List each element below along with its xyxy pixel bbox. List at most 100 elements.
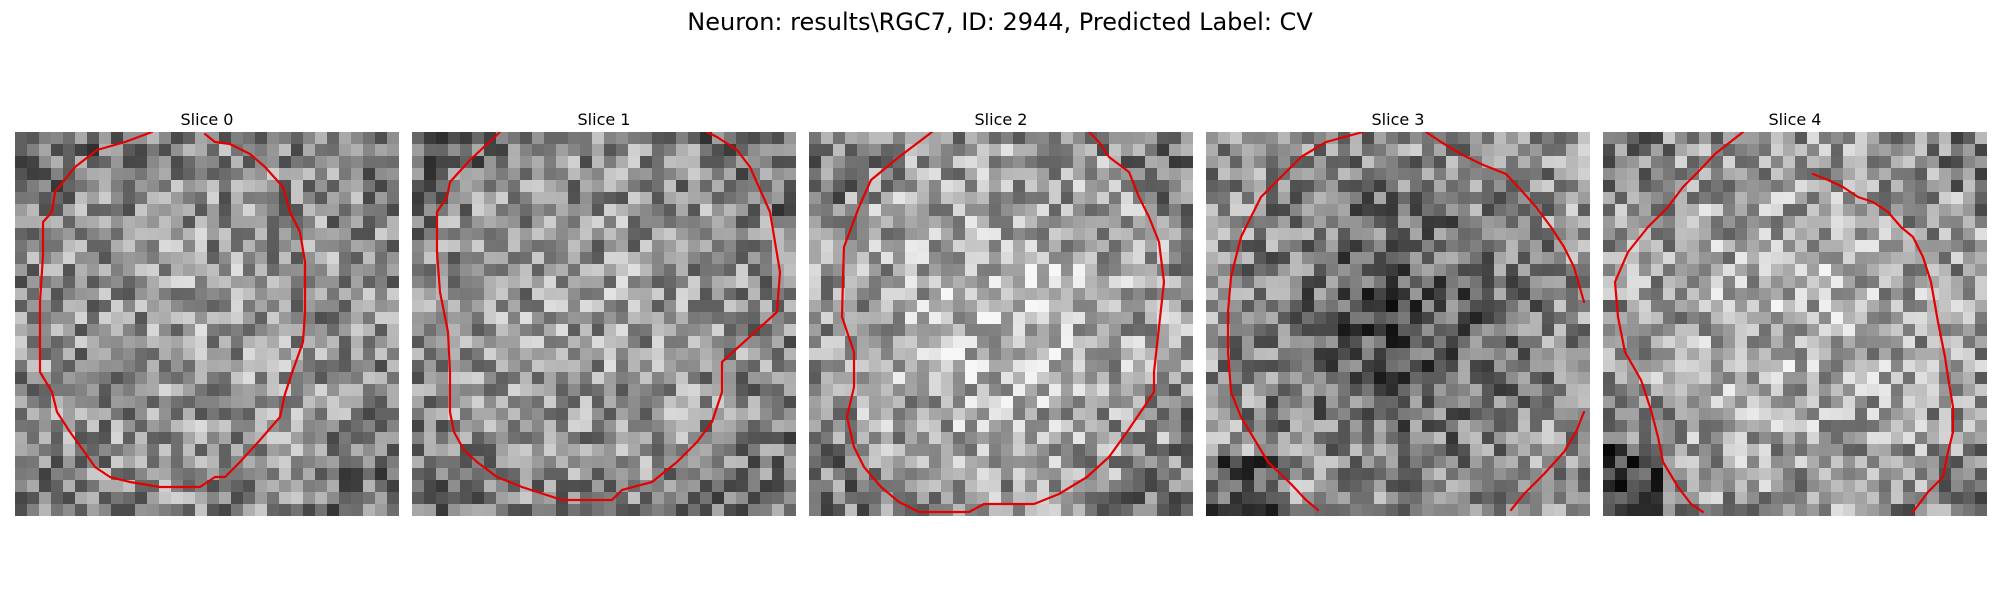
image-pixel xyxy=(1266,300,1279,313)
image-pixel xyxy=(712,240,725,253)
image-pixel xyxy=(857,324,870,337)
image-pixel xyxy=(1530,252,1543,265)
image-pixel xyxy=(15,504,28,516)
image-pixel xyxy=(748,192,761,205)
image-pixel xyxy=(520,168,533,181)
image-pixel xyxy=(1218,132,1231,145)
image-pixel xyxy=(1530,156,1543,169)
image-pixel xyxy=(508,132,521,145)
image-pixel xyxy=(977,312,990,325)
image-pixel xyxy=(869,180,882,193)
image-pixel xyxy=(1001,288,1014,301)
image-pixel xyxy=(1410,444,1423,457)
image-pixel xyxy=(267,252,280,265)
image-pixel xyxy=(508,456,521,469)
image-pixel xyxy=(1109,360,1122,373)
image-pixel xyxy=(484,168,497,181)
image-pixel xyxy=(375,504,388,516)
image-pixel xyxy=(484,336,497,349)
image-pixel xyxy=(1927,240,1940,253)
image-pixel xyxy=(809,456,822,469)
image-pixel xyxy=(748,372,761,385)
image-pixel xyxy=(724,492,737,505)
image-pixel xyxy=(1446,180,1459,193)
image-pixel xyxy=(1711,444,1724,457)
image-pixel xyxy=(412,312,425,325)
image-pixel xyxy=(123,216,136,229)
image-pixel xyxy=(1362,324,1375,337)
image-pixel xyxy=(1711,420,1724,433)
image-pixel xyxy=(1578,504,1590,516)
image-pixel xyxy=(75,300,88,313)
image-pixel xyxy=(1855,300,1868,313)
image-pixel xyxy=(1157,396,1170,409)
image-pixel xyxy=(592,504,605,516)
image-pixel xyxy=(1386,204,1399,217)
image-pixel xyxy=(917,432,930,445)
image-pixel xyxy=(255,240,268,253)
image-pixel xyxy=(1326,216,1339,229)
image-pixel xyxy=(1218,240,1231,253)
image-pixel xyxy=(1266,132,1279,145)
image-pixel xyxy=(1542,432,1555,445)
image-pixel xyxy=(1915,204,1928,217)
image-pixel xyxy=(448,204,461,217)
image-pixel xyxy=(1133,312,1146,325)
image-pixel xyxy=(1723,252,1736,265)
image-pixel xyxy=(424,192,437,205)
image-pixel xyxy=(1121,252,1134,265)
image-pixel xyxy=(39,492,52,505)
image-pixel xyxy=(1458,228,1471,241)
image-pixel xyxy=(472,192,485,205)
image-pixel xyxy=(1254,396,1267,409)
image-pixel xyxy=(460,264,473,277)
segmentation-contour xyxy=(840,132,1166,514)
image-pixel xyxy=(1963,384,1976,397)
image-pixel xyxy=(532,180,545,193)
image-pixel xyxy=(700,144,713,157)
image-pixel xyxy=(1639,264,1652,277)
image-pixel xyxy=(1542,204,1555,217)
image-pixel xyxy=(1157,228,1170,241)
image-pixel xyxy=(1915,168,1928,181)
image-pixel xyxy=(412,384,425,397)
image-pixel xyxy=(147,180,160,193)
image-pixel xyxy=(291,468,304,481)
image-pixel xyxy=(1675,216,1688,229)
image-pixel xyxy=(387,156,399,169)
image-pixel xyxy=(688,204,701,217)
image-pixel xyxy=(1807,144,1820,157)
image-pixel xyxy=(652,288,665,301)
image-pixel xyxy=(1711,312,1724,325)
image-pixel xyxy=(315,300,328,313)
image-pixel xyxy=(989,396,1002,409)
image-pixel xyxy=(640,504,653,516)
image-pixel xyxy=(1470,144,1483,157)
image-pixel xyxy=(1061,492,1074,505)
image-pixel xyxy=(412,276,425,289)
image-pixel xyxy=(1615,192,1628,205)
image-pixel xyxy=(484,300,497,313)
image-pixel xyxy=(315,216,328,229)
image-pixel xyxy=(857,360,870,373)
image-pixel xyxy=(135,432,148,445)
image-pixel xyxy=(1542,156,1555,169)
image-pixel xyxy=(893,168,906,181)
image-pixel xyxy=(1254,228,1267,241)
image-pixel xyxy=(989,132,1002,145)
image-pixel xyxy=(833,132,846,145)
image-pixel xyxy=(327,156,340,169)
image-pixel xyxy=(75,456,88,469)
image-pixel xyxy=(1169,348,1182,361)
image-pixel xyxy=(1867,372,1880,385)
image-pixel xyxy=(869,384,882,397)
image-pixel xyxy=(604,312,617,325)
image-pixel xyxy=(231,300,244,313)
image-pixel xyxy=(1121,504,1134,516)
image-pixel xyxy=(412,252,425,265)
image-pixel xyxy=(231,468,244,481)
image-pixel xyxy=(363,324,376,337)
image-pixel xyxy=(736,204,749,217)
image-pixel xyxy=(207,480,220,493)
image-pixel xyxy=(1663,360,1676,373)
